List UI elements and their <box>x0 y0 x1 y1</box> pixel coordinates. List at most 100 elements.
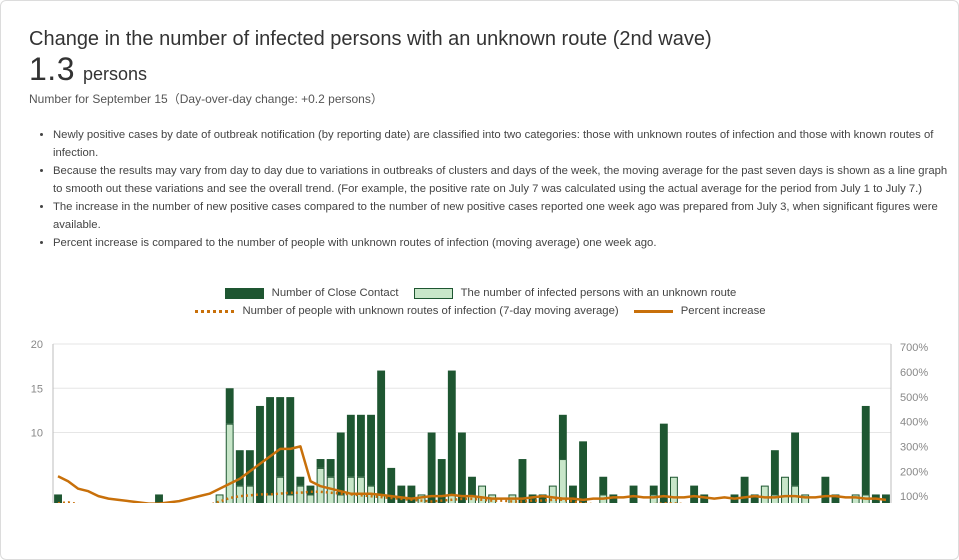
chart-grid <box>53 343 891 433</box>
y-left-tick-label: 10 <box>31 428 43 440</box>
legend-item-percent-increase[interactable]: Percent increase <box>633 305 766 318</box>
headline-value: 1.3 persons <box>29 51 147 88</box>
legend-row-1: Number of Close Contact The number of in… <box>1 287 959 299</box>
bar-unknown-route <box>346 476 355 503</box>
bar-close-contact <box>54 494 62 503</box>
legend-label: Percent increase <box>680 305 766 318</box>
bar-close-contact <box>245 450 254 486</box>
bar-close-contact <box>397 485 406 503</box>
bar-close-contact <box>225 388 234 424</box>
bar-unknown-route <box>286 494 295 503</box>
y-right-tick-label: 200% <box>900 466 928 478</box>
bar-unknown-route <box>326 476 335 503</box>
bar-unknown-route <box>478 485 487 503</box>
headline-unit: persons <box>82 64 148 84</box>
bar-close-contact <box>155 494 163 503</box>
chart-bars <box>54 370 890 503</box>
bar-close-contact <box>609 494 618 503</box>
note-item: The increase in the number of new positi… <box>53 198 953 234</box>
legend-label: Number of Close Contact <box>271 287 399 300</box>
chart-plot: 20 15 10 700% 600% 500% 400% 300% 200% 100% <box>31 339 928 503</box>
y-right-tick-label: 600% <box>900 367 928 379</box>
bar-unknown-route <box>336 494 345 503</box>
bar-close-contact <box>528 494 537 503</box>
bar-close-contact <box>357 414 365 477</box>
bar-unknown-route <box>245 485 254 503</box>
bar-close-contact <box>447 370 456 495</box>
bar-close-contact <box>629 485 638 503</box>
bar-close-contact <box>346 414 355 477</box>
bar-close-contact <box>427 432 436 503</box>
bar-unknown-route <box>306 494 315 503</box>
bar-close-contact <box>377 370 386 495</box>
bar-unknown-route <box>417 494 426 503</box>
bar-close-contact <box>387 467 396 503</box>
bar-unknown-route <box>791 485 800 503</box>
legend-label: Number of people with unknown routes of … <box>242 305 619 318</box>
bar-close-contact <box>306 485 315 495</box>
bar-unknown-route <box>669 476 678 503</box>
bar-unknown-route <box>760 485 769 503</box>
legend-swatch-unknown-route <box>413 287 453 299</box>
bar-unknown-route <box>225 423 234 503</box>
legend-swatch-moving-average <box>195 309 235 313</box>
headline-number: 1.3 <box>29 51 75 87</box>
note-item: Newly positive cases by date of outbreak… <box>53 126 953 162</box>
bar-unknown-route <box>851 494 860 503</box>
bar-unknown-route <box>781 476 789 503</box>
bar-unknown-route <box>357 476 365 503</box>
bar-unknown-route <box>296 485 305 503</box>
bar-close-contact <box>690 485 699 503</box>
bar-close-contact <box>558 414 567 460</box>
bar-close-contact <box>367 414 375 486</box>
bar-close-contact <box>235 450 244 486</box>
bar-close-contact <box>468 476 476 495</box>
bar-close-contact <box>336 432 345 495</box>
line-moving-average <box>57 490 685 503</box>
legend-label: The number of infected persons with an u… <box>460 287 737 300</box>
y-right-tick-label: 400% <box>900 417 928 429</box>
legend-item-unknown-route[interactable]: The number of infected persons with an u… <box>413 287 737 300</box>
y-right-tick-label: 300% <box>900 441 928 453</box>
chart-title: Change in the number of infected persons… <box>29 28 712 50</box>
y-left-tick-label: 15 <box>31 383 43 395</box>
bar-close-contact <box>659 423 668 503</box>
legend-item-close-contact[interactable]: Number of Close Contact <box>224 287 399 300</box>
bar-close-contact <box>750 494 759 503</box>
bar-unknown-route <box>801 494 810 503</box>
headline-subtext: Number for September 15（Day-over-day cha… <box>29 92 383 106</box>
bar-close-contact <box>831 494 840 503</box>
bar-close-contact <box>437 459 446 503</box>
bar-close-contact <box>256 405 264 503</box>
note-item: Because the results may vary from day to… <box>53 162 953 198</box>
bar-unknown-route <box>266 494 275 503</box>
bar-close-contact <box>286 397 295 495</box>
chart-lines <box>57 445 887 503</box>
bar-close-contact <box>296 476 305 486</box>
bar-close-contact <box>538 494 547 503</box>
bar-close-contact <box>316 459 325 468</box>
bar-unknown-route <box>770 494 779 503</box>
bar-close-contact <box>266 397 275 495</box>
bar-unknown-route <box>649 494 658 503</box>
legend-row-2: Number of people with unknown routes of … <box>1 305 959 317</box>
bar-unknown-route <box>276 476 285 503</box>
y-left-tick-label: 20 <box>31 339 43 351</box>
bar-unknown-route <box>548 485 557 503</box>
bar-unknown-route <box>235 485 244 503</box>
bar-close-contact <box>770 450 779 495</box>
bar-unknown-route <box>215 494 224 503</box>
bar-close-contact <box>326 459 335 477</box>
legend-swatch-close-contact <box>224 287 264 299</box>
legend-swatch-percent-increase <box>633 309 673 313</box>
chart-axes: 20 15 10 700% 600% 500% 400% 300% 200% 100% <box>31 339 928 503</box>
line-percent-increase <box>57 445 887 503</box>
legend-item-moving-average[interactable]: Number of people with unknown routes of … <box>195 305 619 318</box>
y-right-tick-label: 100% <box>900 491 928 503</box>
y-right-tick-label: 500% <box>900 392 928 404</box>
bar-close-contact <box>579 441 587 503</box>
bar-close-contact <box>599 476 608 495</box>
y-right-tick-label: 700% <box>900 342 928 354</box>
note-item: Percent increase is compared to the numb… <box>53 234 953 252</box>
